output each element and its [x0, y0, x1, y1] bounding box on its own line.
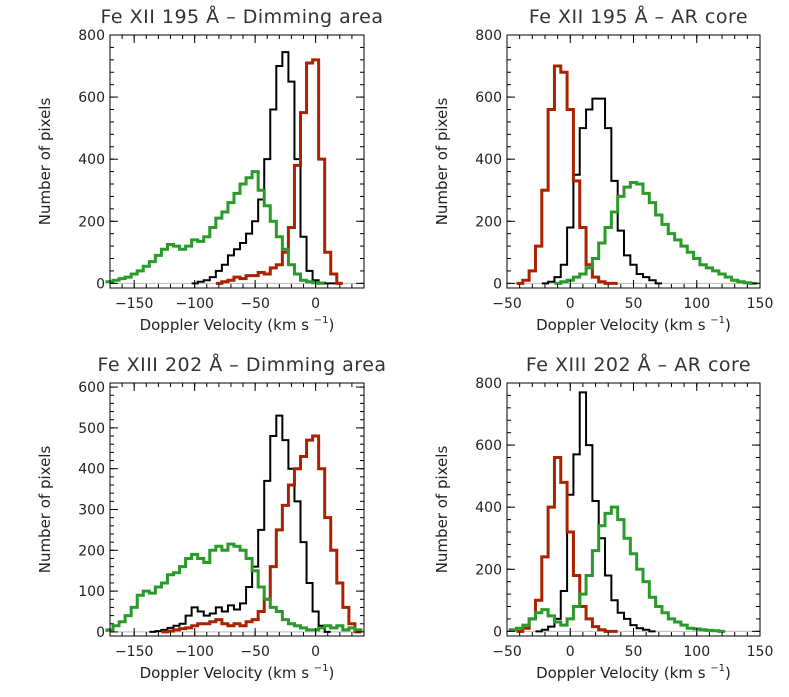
x-tick-label: 100 [683, 644, 710, 660]
x-tick-label: 50 [625, 644, 643, 660]
y-axis-label: Number of pixels [433, 98, 451, 226]
y-tick-label: 0 [493, 624, 502, 640]
x-tick-label: 0 [566, 644, 575, 660]
plot-frame [506, 34, 761, 289]
x-tick-label: 0 [566, 296, 575, 312]
x-tick-label: −50 [240, 296, 270, 312]
histogram-series-0 [535, 391, 656, 633]
panel-title: Fe XII 195 Å – AR core [529, 5, 748, 28]
histogram-series-0 [149, 414, 331, 633]
panel-title: Fe XII 195 Å – Dimming area [101, 5, 384, 28]
x-tick-label: 50 [625, 296, 643, 312]
y-tick-label: 200 [475, 214, 502, 230]
y-tick-label: 500 [78, 421, 105, 437]
x-axis-label: Doppler Velocity (km s −1) [536, 315, 731, 334]
histogram-series-0 [541, 97, 662, 285]
y-tick-label: 300 [78, 503, 105, 519]
histogram-series-1 [161, 434, 361, 634]
y-axis-label: Number of pixels [36, 446, 54, 574]
x-axis-label: Doppler Velocity (km s −1) [140, 315, 335, 334]
x-tick-label: 100 [683, 296, 710, 312]
histogram-series-1 [215, 58, 343, 285]
y-tick-label: 0 [493, 276, 502, 292]
x-tick-label: 150 [747, 296, 774, 312]
y-tick-label: 400 [475, 500, 502, 516]
x-tick-label: 0 [311, 296, 320, 312]
y-tick-label: 800 [78, 28, 105, 44]
x-tick-label: 150 [747, 644, 774, 660]
y-tick-label: 600 [475, 90, 502, 106]
x-tick-label: 0 [311, 644, 320, 660]
y-tick-label: 200 [475, 562, 502, 578]
plot-frame [109, 34, 365, 289]
panel-fexii-ar-core: −50 0 50 100 150 0 200 400 600 800 Fe XII 195 Å – … [433, 5, 773, 334]
x-axis-label: Doppler Velocity (km s −1) [140, 663, 335, 682]
panel-title: Fe XIII 202 Å – Dimming area [97, 353, 386, 376]
y-tick-label: 600 [475, 438, 502, 454]
x-tick-label: −150 [115, 644, 153, 660]
histogram-series-0 [191, 51, 337, 285]
panel-fexiii-ar-core: −50 0 50 100 150 0 200 400 600 800 Fe XIII 202 Å –… [433, 353, 773, 682]
y-tick-label: 100 [78, 584, 105, 600]
y-tick-label: 0 [96, 276, 105, 292]
histogram-series-2 [105, 542, 363, 632]
y-tick-label: 600 [78, 90, 105, 106]
y-axis-label: Number of pixels [433, 446, 451, 574]
y-tick-label: 0 [96, 625, 105, 641]
y-tick-label: 800 [475, 376, 502, 392]
y-tick-label: 200 [78, 214, 105, 230]
y-tick-label: 400 [78, 462, 105, 478]
y-tick-label: 800 [475, 28, 502, 44]
x-tick-label: −50 [492, 296, 522, 312]
y-axis-label: Number of pixels [36, 98, 54, 226]
y-tick-label: 600 [78, 380, 105, 396]
x-tick-label: −50 [492, 644, 522, 660]
y-tick-label: 200 [78, 543, 105, 559]
x-tick-label: −150 [115, 296, 153, 312]
panel-title: Fe XIII 202 Å – AR core [526, 353, 751, 376]
x-tick-label: −100 [175, 296, 213, 312]
x-axis-label: Doppler Velocity (km s −1) [536, 663, 731, 682]
histogram-series-1 [516, 64, 618, 285]
panel-fexiii-dimming: −150 −100 −50 0 0 100 200 300 400 500 600 Fe XIII 2… [36, 353, 386, 682]
histogram-series-2 [105, 170, 325, 285]
y-tick-label: 400 [78, 152, 105, 168]
x-tick-label: −100 [175, 644, 213, 660]
histogram-series-2 [508, 505, 726, 633]
y-tick-label: 400 [475, 152, 502, 168]
x-tick-label: −50 [240, 644, 270, 660]
plot-frame [506, 382, 761, 637]
histogram-series-2 [554, 180, 757, 285]
